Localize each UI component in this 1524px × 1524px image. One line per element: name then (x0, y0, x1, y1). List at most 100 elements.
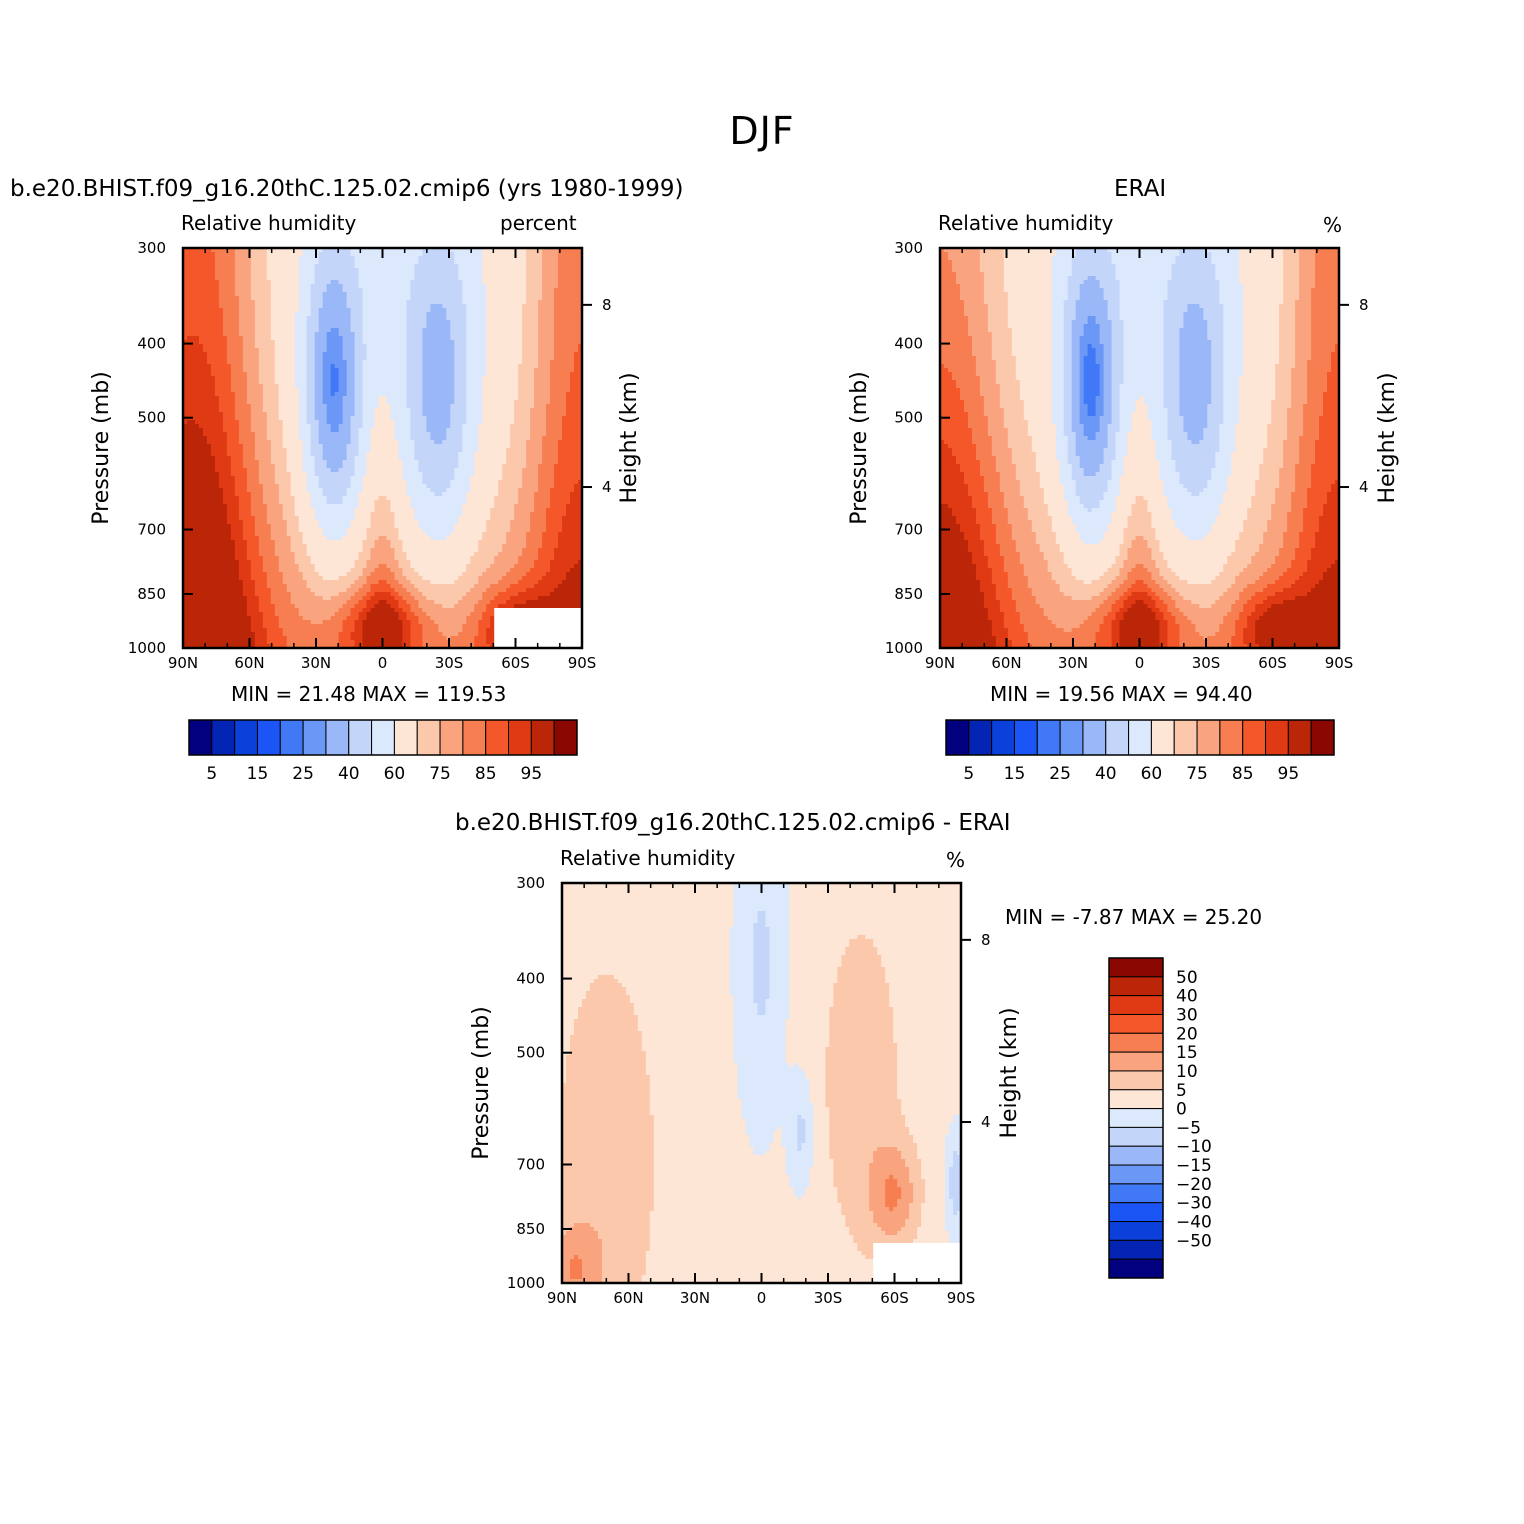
contour-cell (1319, 424, 1339, 429)
contour-cell (987, 424, 1005, 429)
contour-cell (949, 1171, 961, 1176)
contour-cell (538, 340, 555, 345)
colorbar-box (1108, 957, 1164, 978)
contour-cell (1271, 604, 1339, 609)
contour-cell (1031, 528, 1053, 533)
contour-cell (1179, 628, 1196, 633)
contour-cell (558, 284, 582, 289)
contour-cell (885, 975, 961, 980)
contour-cell (1279, 348, 1296, 353)
contour-cell (825, 1047, 898, 1052)
contour-cell (1003, 272, 1053, 277)
contour-cell (1183, 424, 1208, 429)
contour-cell (502, 476, 523, 481)
contour-cell (1187, 580, 1212, 585)
contour-cell (1155, 560, 1169, 565)
contour-cell (270, 596, 292, 601)
contour-cell (306, 388, 316, 393)
x-tick-label: 90S (568, 654, 597, 672)
contour-cell (757, 1003, 767, 1008)
contour-cell (230, 464, 244, 469)
contour-cell (1019, 380, 1053, 385)
contour-cell (183, 496, 224, 501)
contour-cell (1163, 308, 1188, 313)
contour-cell (955, 456, 977, 461)
contour-cell (1239, 260, 1284, 265)
contour-cell (1279, 484, 1296, 489)
contour-cell (1119, 284, 1169, 289)
contour-cell (733, 1043, 787, 1048)
contour-cell (298, 256, 320, 261)
contour-cell (1315, 532, 1339, 537)
contour-cell (569, 1267, 583, 1272)
contour-cell (1239, 380, 1276, 385)
contour-cell (1183, 324, 1208, 329)
contour-cell (266, 580, 284, 585)
contour-cell (645, 1255, 866, 1260)
contour-cell (558, 460, 582, 465)
x-tick-label: 30S (814, 1289, 843, 1307)
contour-cell (338, 424, 352, 429)
missing-data-cell (873, 1275, 961, 1280)
contour-cell (953, 1203, 961, 1208)
contour-cell (569, 1047, 643, 1052)
contour-cell (314, 456, 324, 461)
contour-cell (983, 540, 997, 545)
contour-cell (183, 480, 220, 485)
contour-cell (971, 348, 993, 353)
contour-cell (765, 999, 791, 1004)
contour-cell (222, 316, 240, 321)
contour-cell (1315, 460, 1339, 465)
contour-cell (1071, 408, 1081, 413)
contour-cell (390, 508, 416, 513)
contour-cell (562, 1211, 651, 1216)
contour-cell (542, 280, 559, 285)
contour-cell (526, 256, 543, 261)
contour-cell (294, 604, 344, 609)
contour-cell (999, 604, 1017, 609)
contour-cell (410, 604, 420, 609)
contour-cell (1063, 300, 1077, 305)
panel3-case-title: b.e20.BHIST.f09_g16.20thC.125.02.cmip6 -… (455, 810, 1011, 836)
contour-cell (482, 392, 519, 397)
contour-cell (781, 1131, 799, 1136)
contour-cell (390, 408, 412, 413)
contour-cell (430, 436, 447, 441)
contour-cell (250, 508, 268, 513)
contour-cell (462, 504, 495, 509)
contour-cell (1159, 460, 1177, 465)
contour-cell (1279, 344, 1296, 349)
contour-cell (940, 536, 965, 541)
contour-cell (274, 380, 296, 385)
contour-cell (1247, 512, 1272, 517)
contour-cell (538, 476, 555, 481)
contour-cell (1019, 384, 1053, 389)
contour-cell (314, 508, 356, 513)
contour-cell (306, 392, 316, 397)
contour-cell (466, 400, 483, 405)
contour-cell (183, 444, 212, 449)
contour-cell (1003, 248, 1057, 253)
contour-cell (940, 440, 945, 445)
contour-cell (410, 288, 463, 293)
contour-cell (354, 580, 368, 585)
contour-cell (246, 396, 264, 401)
contour-cell (1223, 344, 1244, 349)
contour-cell (322, 304, 348, 309)
contour-cell (298, 396, 308, 401)
contour-cell (577, 1011, 635, 1016)
contour-cell (963, 308, 989, 313)
contour-cell (1107, 524, 1129, 529)
contour-cell (940, 500, 973, 505)
contour-cell (1275, 580, 1296, 585)
contour-cell (254, 640, 268, 645)
contour-cell (809, 1175, 834, 1180)
contour-cell (1307, 488, 1332, 493)
contour-cell (1107, 596, 1121, 601)
contour-cell (1315, 252, 1339, 257)
contour-cell (921, 1203, 946, 1208)
contour-cell (877, 1223, 906, 1228)
contour-cell (645, 1059, 735, 1064)
contour-cell (238, 496, 252, 501)
contour-cell (940, 480, 965, 485)
